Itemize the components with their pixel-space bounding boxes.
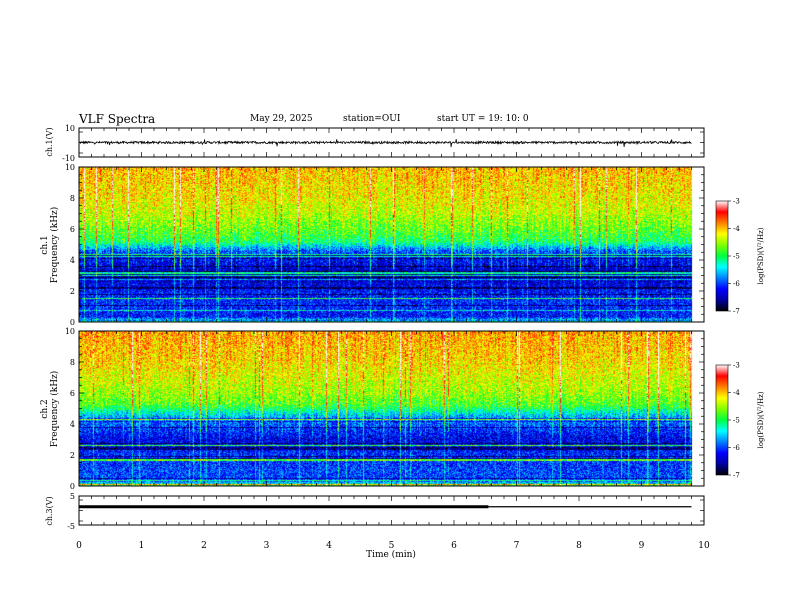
ch2-colorbar-tick-label: -5	[733, 417, 740, 425]
date-label: May 29, 2025	[250, 114, 313, 124]
x-axis-tick-label: 1	[139, 541, 145, 551]
ch1-colorbar-label: log(PSD)(V²/Hz)	[757, 227, 765, 284]
station-label: station=OUI	[343, 114, 401, 124]
x-axis-tick-label: 2	[201, 541, 207, 551]
ch1-waveform-series	[78, 139, 692, 148]
ch2-colorbar: -3 -4 -5 -6 -7 log(PSD)(V²/Hz)	[715, 362, 765, 480]
x-axis-tick-labels: 0 1 2 3 4 5 6 7 8 9 10	[76, 541, 710, 551]
x-axis-tick-label: 10	[698, 541, 710, 551]
x-axis-tick-label: 9	[639, 541, 645, 551]
ch1-spectrogram-ytick-label: 8	[70, 194, 75, 203]
ch1-spectrogram-ylabel-freq: Frequency (kHz)	[49, 207, 60, 284]
x-axis-tick-label: 4	[326, 541, 332, 551]
ch1-spectrogram-ytick-label: 2	[70, 287, 75, 296]
ch2-colorbar-tick-label: -4	[733, 389, 740, 397]
ch3-waveform-ytick-bottom: -5	[67, 522, 75, 531]
ch1-waveform-ytick-top: 10	[65, 124, 75, 133]
x-axis-tick-label: 6	[451, 541, 457, 551]
ch3-waveform-ylabel: ch.3(V)	[45, 496, 54, 525]
figure-title: VLF Spectra	[79, 112, 156, 126]
ch1-spectrogram-heatmap	[79, 167, 704, 322]
ch1-spectrogram-ytick-label: 0	[70, 318, 75, 327]
ch1-spectrogram-ytick-label: 4	[70, 256, 75, 265]
ch2-spectrogram-heatmap	[79, 331, 704, 486]
x-axis-tick-label: 0	[76, 541, 82, 551]
ch2-spectrogram-panel: 0 2 4 6 8 10 ch.2 Frequency (kHz)	[40, 327, 705, 491]
ch1-spectrogram-ylabel-channel: ch.1	[40, 235, 50, 254]
ch2-spectrogram-ytick-label: 6	[70, 389, 75, 398]
ch1-colorbar-tick-label: -4	[733, 225, 740, 233]
ch1-waveform-ticks	[78, 128, 705, 157]
x-axis-tick-label: 3	[264, 541, 270, 551]
ch1-colorbar-tick-label: -7	[733, 308, 740, 316]
ch1-colorbar-tick-label: -3	[733, 198, 740, 206]
ch1-colorbar-tick-label: -5	[733, 253, 740, 261]
ch1-waveform-ylabel: ch.1(V)	[45, 127, 54, 156]
ch1-spectrogram-ytick-label: 6	[70, 225, 75, 234]
x-axis-tick-label: 8	[576, 541, 582, 551]
ch3-waveform-panel: 5 -5 ch.3(V)	[45, 492, 705, 531]
ch3-waveform-ytick-top: 5	[70, 492, 75, 501]
ch1-colorbar-tick-label: -6	[733, 280, 740, 288]
ch2-spectrogram-ytick-label: 10	[65, 327, 75, 336]
ch2-spectrogram-ylabel-freq: Frequency (kHz)	[49, 371, 60, 448]
ch1-spectrogram-ytick-label: 10	[65, 163, 75, 172]
ch2-spectrogram-ylabel-channel: ch.2	[40, 399, 50, 418]
ch2-spectrogram-ytick-label: 2	[70, 451, 75, 460]
ch2-colorbar-label: log(PSD)(V²/Hz)	[757, 391, 765, 448]
ch1-waveform-trace	[78, 139, 692, 148]
ch2-colorbar-tick-label: -7	[733, 472, 740, 480]
ch2-colorbar-tick-label: -3	[733, 362, 740, 370]
ch2-spectrogram-ytick-label: 0	[70, 482, 75, 491]
ch1-waveform-panel: 10 -10 ch.1(V)	[45, 124, 705, 163]
start-time-label: start UT = 19: 10: 0	[437, 114, 529, 124]
ch2-colorbar-tick-label: -6	[733, 444, 740, 452]
ch1-colorbar: -3 -4 -5 -6 -7 log(PSD)(V²/Hz)	[715, 198, 765, 316]
ch1-spectrogram-panel: 0 2 4 6 8 10 ch.1 Frequency (kHz)	[40, 163, 705, 327]
x-axis-label: Time (min)	[366, 549, 416, 560]
ch2-spectrogram-ytick-label: 4	[70, 420, 75, 429]
x-axis-tick-label: 5	[389, 541, 395, 551]
x-axis-tick-label: 7	[514, 541, 520, 551]
ch1-waveform-ytick-bottom: -10	[62, 154, 75, 163]
ch2-spectrogram-ytick-label: 8	[70, 358, 75, 367]
